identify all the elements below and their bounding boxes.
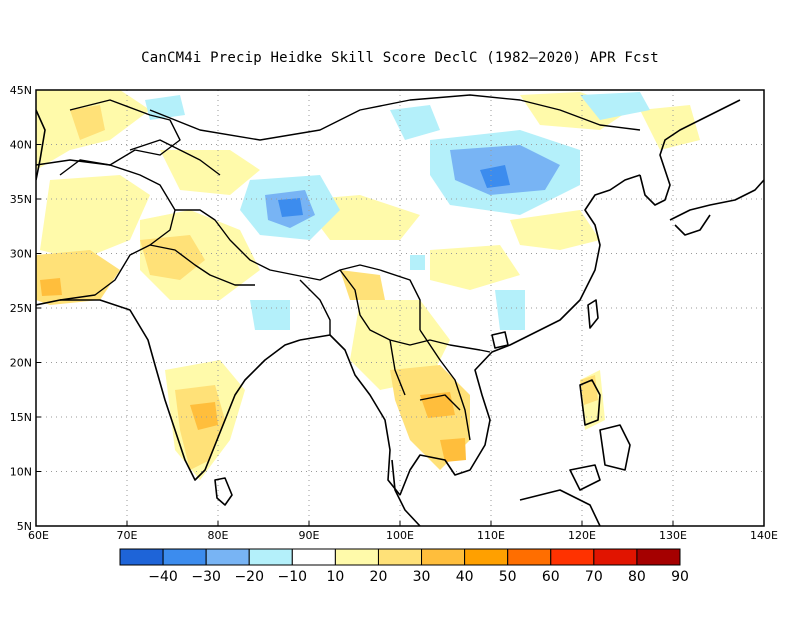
lat-tick-label: 40N xyxy=(10,139,32,152)
lon-tick-label: 130E xyxy=(659,529,687,542)
colorbar-label: 60 xyxy=(542,569,560,585)
colorbar-swatch xyxy=(464,548,509,566)
colorbar-swatch xyxy=(507,548,552,566)
lon-tick-label: 80E xyxy=(208,529,229,542)
lon-tick-label: 120E xyxy=(568,529,596,542)
lon-tick-label: 70E xyxy=(117,529,138,542)
shade-neg30-40 xyxy=(278,165,510,217)
longitude-axis: 60E 70E 80E 90E 100E 110E 120E 130E 140E xyxy=(28,521,778,542)
lat-tick-label: 45N xyxy=(10,84,32,97)
latitude-axis: 45N 40N 35N 30N 25N 20N 15N 10N 5N xyxy=(10,84,41,533)
colorbar-label: 10 xyxy=(326,569,344,585)
colorbar-label: 40 xyxy=(456,569,474,585)
colorbar-label: −10 xyxy=(278,569,308,585)
lon-tick-label: 110E xyxy=(477,529,505,542)
colorbar-label: 30 xyxy=(413,569,431,585)
country-borders xyxy=(36,94,641,441)
colorbar-label: 80 xyxy=(628,569,646,585)
lon-tick-label: 60E xyxy=(28,529,49,542)
colorbar-swatch xyxy=(593,548,638,566)
colorbar-swatch xyxy=(205,548,250,566)
colorbar-label: 20 xyxy=(370,569,388,585)
colorbar-swatch xyxy=(162,548,207,566)
map-title: CanCM4i Precip Heidke Skill Score DeclC … xyxy=(141,50,659,66)
lat-tick-label: 5N xyxy=(17,520,32,533)
lon-tick-label: 90E xyxy=(299,529,320,542)
colorbar-swatch xyxy=(119,548,164,566)
skill-shading xyxy=(36,90,700,480)
colorbar-label: 90 xyxy=(671,569,689,585)
colorbar-swatch xyxy=(421,548,466,566)
colorbar-label: −30 xyxy=(191,569,221,585)
lon-tick-label: 100E xyxy=(386,529,414,542)
colorbar-label: −20 xyxy=(234,569,264,585)
lat-tick-label: 20N xyxy=(10,357,32,370)
colorbar-swatch xyxy=(334,548,379,566)
colorbar-swatch xyxy=(550,548,595,566)
colorbar-label: 70 xyxy=(585,569,603,585)
lat-tick-label: 30N xyxy=(10,248,32,261)
lat-tick-label: 25N xyxy=(10,302,32,315)
lon-tick-label: 140E xyxy=(750,529,778,542)
colorbar-swatch xyxy=(248,548,293,566)
lat-tick-label: 15N xyxy=(10,411,32,424)
lat-tick-label: 35N xyxy=(10,193,32,206)
colorbar xyxy=(119,548,681,566)
colorbar-swatch xyxy=(636,548,681,566)
coastlines xyxy=(36,99,764,526)
shade-30-40 xyxy=(40,278,466,462)
colorbar-swatch xyxy=(291,548,336,566)
colorbar-label: 50 xyxy=(499,569,517,585)
lat-tick-label: 10N xyxy=(10,466,32,479)
colorbar-labels: −40 −30 −20 −10 10 20 30 40 50 60 70 80 90 xyxy=(148,569,689,585)
colorbar-swatch xyxy=(377,548,423,566)
colorbar-label: −40 xyxy=(148,569,178,585)
